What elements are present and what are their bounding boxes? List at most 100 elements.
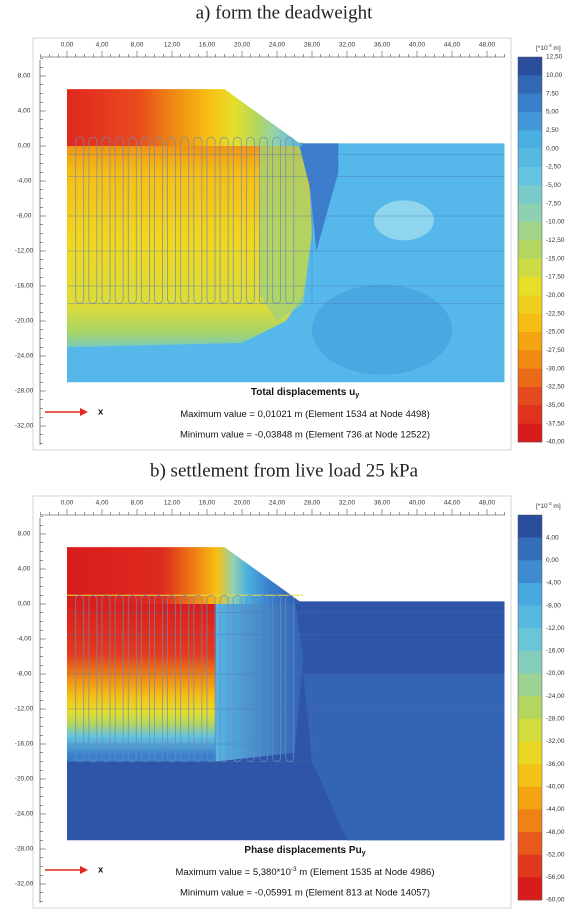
- pile: [206, 594, 216, 762]
- colorbar-swatch: [518, 148, 542, 168]
- colorbar-swatch: [518, 387, 542, 406]
- colorbar-swatch: [518, 350, 542, 369]
- colorbar-swatch: [518, 718, 542, 742]
- max-text: m (Element 1535 at Node 4986): [297, 867, 435, 878]
- colorbar-swatch: [518, 203, 542, 223]
- colorbar-swatch: [518, 332, 542, 351]
- colorbar-label: 4,00: [546, 534, 559, 541]
- pile: [193, 136, 203, 304]
- pile: [114, 136, 124, 304]
- min-value: Minimum value = -0,03848 m (Element 736 …: [180, 430, 430, 441]
- pile: [272, 594, 281, 762]
- pile: [285, 594, 295, 762]
- colorbar-label: -16,00: [546, 648, 565, 655]
- colorbar-swatch: [518, 628, 542, 652]
- y-tick-label: -4,00: [17, 178, 32, 185]
- pile: [259, 136, 268, 304]
- x-tick-label: 12,00: [164, 42, 181, 49]
- x-tick-label: 36,00: [374, 42, 391, 49]
- colorbar-label: -32,50: [546, 384, 565, 391]
- pile: [75, 136, 85, 304]
- contour-zone: [312, 284, 452, 375]
- y-tick-label: -32,00: [15, 881, 34, 888]
- colorbar-swatch: [518, 222, 542, 241]
- embankment: [67, 89, 304, 146]
- unit-exponent: -3: [548, 501, 552, 506]
- colorbar-swatch: [518, 854, 542, 878]
- y-tick-label: -8,00: [17, 671, 32, 678]
- colorbar-label: -25,00: [546, 329, 565, 336]
- colorbar-label: -12,00: [546, 625, 565, 632]
- colorbar-swatch: [518, 313, 542, 333]
- min-value: Minimum value = -0,05991 m (Element 813 …: [180, 888, 430, 899]
- result-subscript: y: [355, 392, 359, 399]
- x-tick-label: 28,00: [304, 42, 321, 49]
- y-tick-label: 8,00: [18, 531, 31, 538]
- colorbar-swatch: [518, 696, 542, 720]
- colorbar-swatch: [518, 650, 542, 674]
- pile: [219, 594, 229, 762]
- colorbar-label: -44,00: [546, 806, 565, 813]
- x-tick-label: 28,00: [304, 500, 321, 507]
- pile: [101, 136, 111, 304]
- colorbar-swatch: [518, 423, 542, 443]
- y-tick-label: -28,00: [15, 388, 34, 395]
- exponent: -3: [291, 866, 297, 873]
- x-tick-label: 8,00: [131, 42, 144, 49]
- x-tick-label: 24,00: [269, 500, 286, 507]
- colorbar-label: -52,00: [546, 851, 565, 858]
- y-tick-label: -24,00: [15, 811, 34, 818]
- unit-label: [*10-3 m]: [536, 43, 561, 52]
- colorbar-label: -20,00: [546, 670, 565, 677]
- unit-text: m]: [552, 45, 561, 52]
- colorbar-label: 2,50: [546, 127, 559, 134]
- y-tick-label: 0,00: [18, 601, 31, 608]
- y-tick-label: -12,00: [15, 706, 34, 713]
- colorbar-swatch: [518, 57, 542, 76]
- contour-zone: [373, 200, 434, 241]
- y-tick-label: 4,00: [18, 108, 31, 115]
- unit-text: m]: [552, 503, 561, 510]
- colorbar-swatch: [518, 560, 542, 584]
- colorbar-label: -27,50: [546, 347, 565, 354]
- pile: [88, 594, 98, 762]
- pile: [88, 136, 98, 304]
- x-tick-label: 32,00: [339, 500, 356, 507]
- pile: [101, 594, 111, 762]
- colorbar-label: 0,00: [546, 145, 559, 152]
- x-tick-label: 40,00: [409, 500, 426, 507]
- colorbar-swatch: [518, 809, 542, 833]
- y-tick-label: -32,00: [15, 423, 34, 430]
- pile: [232, 594, 242, 762]
- pile: [206, 136, 216, 304]
- unit-label: [*10-3 m]: [536, 501, 561, 510]
- y-tick-label: 0,00: [18, 143, 31, 150]
- colorbar-swatch: [518, 537, 542, 561]
- x-tick-label: 36,00: [374, 500, 391, 507]
- pile: [141, 594, 150, 762]
- result-title-text: Total displacements u: [251, 387, 355, 398]
- colorbar-swatch: [518, 605, 542, 629]
- axis-label: x: [98, 865, 104, 876]
- panel-title: b) settlement from live load 25 kPa: [150, 460, 419, 481]
- y-tick-label: -16,00: [15, 741, 34, 748]
- y-tick-label: -16,00: [15, 283, 34, 290]
- x-tick-label: 44,00: [444, 500, 461, 507]
- panel: b) settlement from live load 25 kPa 0,00 4…: [15, 460, 565, 909]
- max-text: Maximum value = 0,01021 m (Element 1534 …: [180, 409, 430, 420]
- colorbar-swatch: [518, 877, 542, 901]
- colorbar-swatch: [518, 405, 542, 424]
- colorbar-swatch: [518, 786, 542, 810]
- pile: [246, 136, 255, 304]
- unit-text: [*10: [536, 503, 548, 510]
- contour-zone: [303, 674, 505, 841]
- plot-frame: [32, 37, 512, 451]
- colorbar-swatch: [518, 185, 542, 204]
- colorbar-label: 5,00: [546, 109, 559, 116]
- colorbar-swatch: [518, 764, 542, 788]
- pile: [141, 136, 150, 304]
- colorbar-swatch: [518, 832, 542, 856]
- y-tick-label: -8,00: [17, 213, 32, 220]
- colorbar-label: 10,00: [546, 72, 563, 79]
